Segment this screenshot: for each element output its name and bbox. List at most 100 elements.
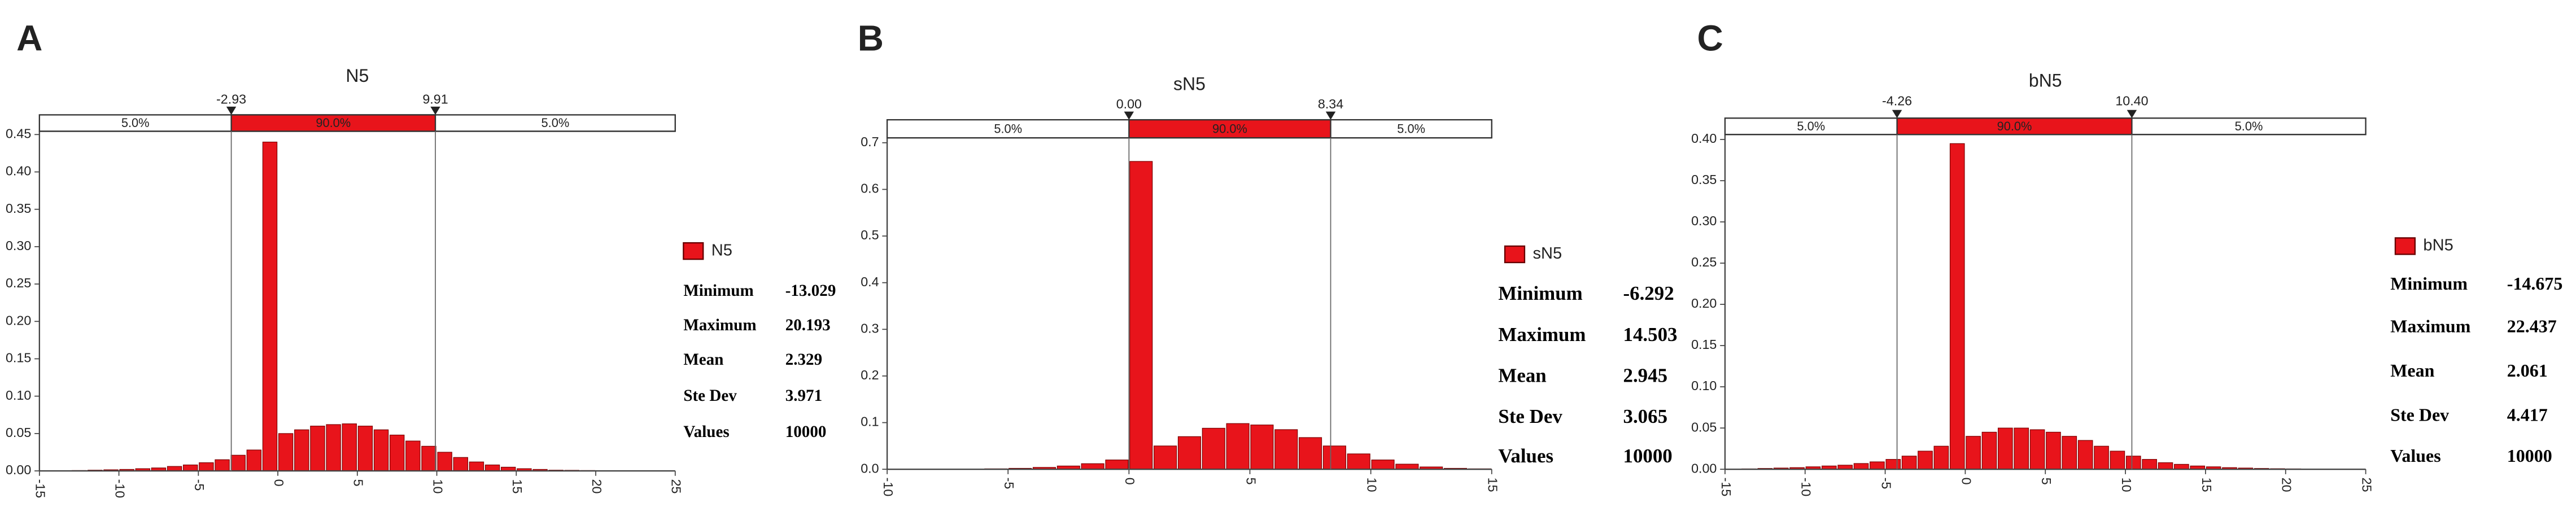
legend-swatch [1504, 245, 1526, 264]
histogram-bar [262, 141, 278, 471]
histogram-bar [2142, 459, 2157, 470]
y-tick-label: 0.00 [6, 462, 31, 477]
band-label: 5.0% [2235, 119, 2263, 133]
histogram-bar [1998, 427, 2013, 470]
histogram-bar [183, 464, 198, 471]
stat-label: Mean [1498, 364, 1546, 386]
x-tick-label: -10 [1799, 478, 1814, 497]
chart-title: bN5 [2029, 71, 2062, 91]
x-tick-label: 15 [2199, 478, 2214, 492]
histogram-bar [1299, 437, 1322, 470]
x-tick-label: -15 [1719, 478, 1734, 497]
legend-label: bN5 [2423, 237, 2453, 255]
x-tick-label: 0 [1959, 478, 1974, 485]
histogram-bar [1918, 451, 1933, 470]
histogram-bar [2029, 429, 2045, 470]
y-tick-label: 0.6 [861, 181, 879, 196]
stat-value: -6.292 [1623, 282, 1674, 304]
y-tick-label: 0.40 [1691, 131, 1717, 146]
x-tick-label: 10 [430, 479, 445, 494]
x-tick-label: 20 [2280, 478, 2294, 492]
histogram-bar [1274, 429, 1298, 470]
x-tick-label: -5 [1879, 478, 1893, 489]
x-tick-label: -15 [33, 479, 48, 499]
y-tick-label: 0.35 [6, 201, 31, 216]
y-tick-label: 0.20 [1691, 296, 1717, 311]
y-tick-label: 0.2 [861, 368, 879, 382]
histogram-bar [1322, 445, 1346, 470]
x-tick-label: 15 [510, 479, 525, 494]
histogram-bar [1395, 464, 1419, 470]
histogram-bar [1933, 445, 1949, 470]
band-label: 90.0% [316, 116, 351, 130]
stat-label: Maximum [1498, 324, 1586, 346]
histogram-bar [2110, 451, 2125, 470]
histogram-bar [246, 449, 262, 471]
histogram-bar [484, 464, 500, 471]
x-tick-label: 15 [1486, 478, 1500, 492]
delimiter-label: 0.00 [1116, 97, 1142, 111]
y-tick-label: 0.05 [1691, 419, 1717, 434]
x-tick-label: 10 [2119, 478, 2134, 492]
stat-label: Values [1498, 445, 1553, 467]
delimiter-marker [226, 106, 237, 115]
y-tick-label: 0.05 [6, 425, 31, 440]
x-tick-label: 25 [2359, 478, 2374, 492]
histogram-bar [342, 423, 357, 471]
stat-label: Ste Dev [683, 387, 737, 405]
stat-label: Ste Dev [2390, 405, 2449, 425]
y-tick-label: 0.5 [861, 228, 879, 242]
histogram-bar [1870, 461, 1885, 470]
histogram-bar [2046, 431, 2061, 470]
histogram-bar [1202, 427, 1225, 470]
band-label: 90.0% [1212, 121, 1247, 136]
y-tick-label: 0.3 [861, 321, 879, 335]
delimiter-marker [1124, 111, 1134, 120]
stat-value: 4.417 [2507, 405, 2548, 425]
chart-title: sN5 [1173, 74, 1206, 94]
histogram-bar [310, 426, 325, 471]
stat-value: 22.437 [2507, 317, 2557, 336]
stat-value: 2.061 [2507, 361, 2548, 381]
delimiter-marker [2127, 110, 2137, 119]
histogram-bar [294, 429, 309, 471]
histogram-bar [421, 445, 436, 471]
stat-label: Minimum [683, 282, 753, 300]
stat-label: Minimum [2390, 274, 2468, 294]
stat-value: 14.503 [1623, 324, 1678, 346]
stat-value: 20.193 [785, 316, 831, 334]
delimiter-marker [1892, 110, 1902, 119]
delimiter-label: 10.40 [2115, 93, 2148, 108]
histogram-bar [405, 440, 421, 471]
y-tick-label: 0.45 [6, 126, 31, 141]
stat-label: Ste Dev [1498, 405, 1562, 427]
histogram-bar [1371, 460, 1395, 470]
delimiter-marker [430, 106, 440, 115]
histogram-bar [2014, 427, 2029, 470]
x-tick-label: 0 [1123, 478, 1137, 485]
band-label: 5.0% [542, 116, 570, 130]
histogram-bar [437, 452, 452, 471]
y-tick-label: 0.0 [861, 461, 879, 475]
stat-value: 3.971 [785, 387, 822, 405]
histogram-bar [1250, 425, 1274, 470]
y-tick-label: 0.40 [6, 164, 31, 178]
band-label: 90.0% [1997, 119, 2032, 133]
y-tick-label: 0.00 [1691, 461, 1717, 475]
stat-label: Values [683, 423, 729, 441]
stat-label: Maximum [2390, 317, 2471, 336]
histogram-bar [1081, 463, 1104, 470]
y-tick-label: 0.4 [861, 274, 879, 289]
histogram-bar [326, 424, 341, 471]
x-tick-label: 20 [590, 479, 604, 494]
histogram-bar [1966, 436, 1981, 470]
x-tick-label: 5 [351, 479, 366, 487]
histogram-bar [167, 466, 182, 471]
legend-swatch [683, 242, 704, 260]
x-tick-label: -10 [112, 479, 127, 499]
y-tick-label: 0.25 [1691, 255, 1717, 269]
stat-value: 10000 [1623, 445, 1673, 467]
